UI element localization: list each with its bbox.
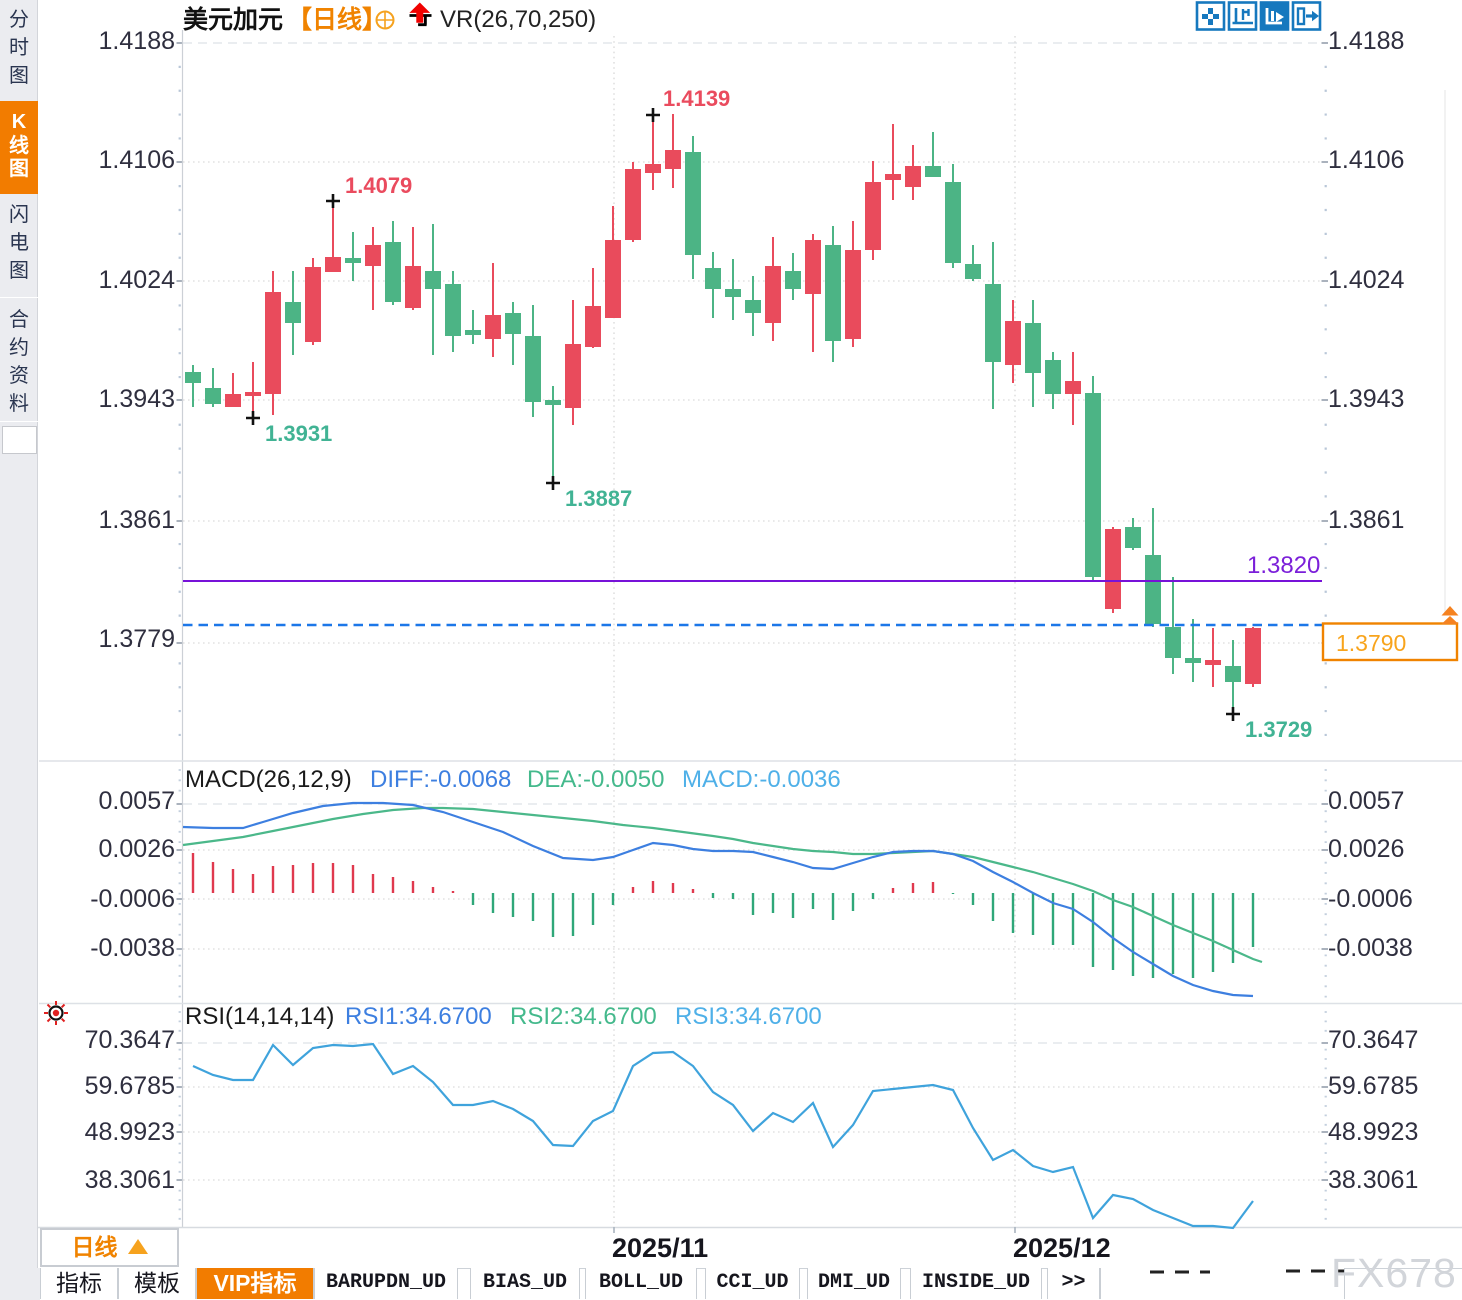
- svg-text:RSI1:34.6700: RSI1:34.6700: [345, 1003, 492, 1030]
- svg-text:1.4079: 1.4079: [345, 173, 412, 198]
- svg-text:MACD:-0.0036: MACD:-0.0036: [682, 766, 841, 793]
- svg-text:38.3061: 38.3061: [85, 1166, 175, 1194]
- svg-text:1.3943: 1.3943: [1328, 385, 1404, 413]
- svg-text:1.4106: 1.4106: [99, 146, 175, 174]
- svg-text:70.3647: 70.3647: [1328, 1026, 1418, 1054]
- svg-text:1.3861: 1.3861: [1328, 506, 1404, 534]
- svg-text:0.0026: 0.0026: [99, 835, 175, 863]
- svg-text:1.4106: 1.4106: [1328, 146, 1404, 174]
- svg-text:-0.0038: -0.0038: [1328, 934, 1413, 962]
- svg-text:1.4139: 1.4139: [663, 86, 730, 111]
- svg-text:美元加元: 美元加元: [183, 5, 283, 34]
- svg-text:1.3861: 1.3861: [99, 506, 175, 534]
- svg-text:1.3729: 1.3729: [1245, 717, 1312, 742]
- svg-text:1.3943: 1.3943: [99, 385, 175, 413]
- svg-text:1.4188: 1.4188: [1328, 27, 1404, 55]
- svg-text:【日线】: 【日线】: [287, 5, 387, 34]
- svg-text:0.0057: 0.0057: [1328, 787, 1404, 815]
- svg-text:1.3887: 1.3887: [565, 486, 632, 511]
- svg-text:RSI3:34.6700: RSI3:34.6700: [675, 1003, 822, 1030]
- svg-text:0.0057: 0.0057: [99, 787, 175, 815]
- svg-text:-0.0006: -0.0006: [1328, 885, 1413, 913]
- svg-text:DEA:-0.0050: DEA:-0.0050: [527, 766, 664, 793]
- svg-text:1.4024: 1.4024: [1328, 266, 1405, 294]
- svg-text:VR(26,70,250): VR(26,70,250): [440, 6, 596, 33]
- svg-text:RSI(14,14,14): RSI(14,14,14): [185, 1003, 334, 1030]
- svg-text:59.6785: 59.6785: [1328, 1072, 1418, 1100]
- svg-text:RSI2:34.6700: RSI2:34.6700: [510, 1003, 657, 1030]
- svg-text:59.6785: 59.6785: [85, 1072, 175, 1100]
- svg-text:38.3061: 38.3061: [1328, 1166, 1418, 1194]
- svg-text:70.3647: 70.3647: [85, 1026, 175, 1054]
- svg-text:-0.0038: -0.0038: [90, 934, 175, 962]
- svg-text:DIFF:-0.0068: DIFF:-0.0068: [370, 766, 511, 793]
- svg-text:1.3820: 1.3820: [1247, 552, 1320, 579]
- svg-text:-0.0006: -0.0006: [90, 885, 175, 913]
- svg-text:1.3779: 1.3779: [99, 625, 175, 653]
- svg-text:1.3931: 1.3931: [265, 421, 332, 446]
- svg-text:48.9923: 48.9923: [85, 1118, 175, 1146]
- svg-text:MACD(26,12,9): MACD(26,12,9): [185, 766, 352, 793]
- svg-text:0.0026: 0.0026: [1328, 835, 1404, 863]
- svg-text:1.4024: 1.4024: [99, 266, 176, 294]
- svg-text:1.3790: 1.3790: [1336, 630, 1406, 656]
- svg-text:1.4188: 1.4188: [99, 27, 175, 55]
- svg-text:48.9923: 48.9923: [1328, 1118, 1418, 1146]
